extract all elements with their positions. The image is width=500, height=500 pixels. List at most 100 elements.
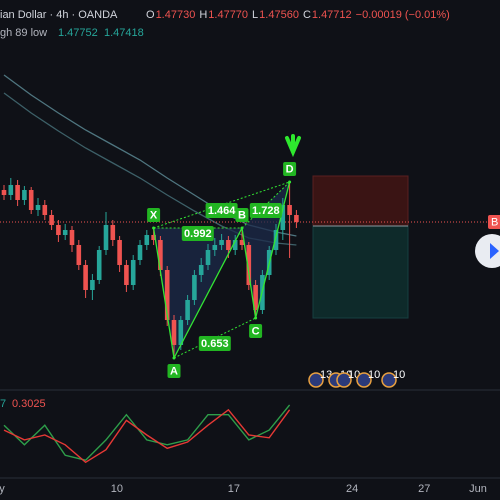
candle-body	[171, 320, 177, 345]
pattern-point	[288, 180, 292, 184]
arrow-down	[285, 134, 301, 158]
point-label-bg	[249, 324, 263, 338]
pattern-point	[172, 356, 176, 360]
x-tick-label: 24	[346, 483, 358, 495]
candle-body	[117, 240, 122, 265]
pattern-leg	[241, 227, 257, 319]
ohlc-value: 1.47770	[208, 9, 248, 21]
point-label: B	[238, 209, 246, 221]
ratio-label: 1.464	[208, 205, 236, 217]
candle-body	[28, 190, 34, 210]
ohlc-value: 1.47712	[312, 9, 352, 21]
ratio-label-bg	[181, 226, 214, 241]
candle-body	[83, 265, 88, 290]
play-button[interactable]	[475, 234, 500, 268]
candle-body	[287, 205, 292, 215]
symbol: ian Dollar · 4h · OANDA	[0, 9, 118, 21]
ohlc-value: 1.47730	[156, 9, 196, 21]
candle-body	[42, 205, 48, 215]
candle-body	[280, 205, 286, 230]
candle-body	[1, 190, 7, 195]
price-tag	[488, 215, 500, 229]
candle-body	[192, 275, 197, 300]
x-tick-label: 17	[228, 483, 240, 495]
candle-body	[144, 235, 150, 245]
point-label-bg	[235, 208, 249, 222]
event-circle	[381, 372, 397, 388]
candle-body	[158, 240, 163, 270]
candle-body	[137, 245, 143, 260]
ratio-label-bg	[249, 203, 282, 218]
candle-body	[22, 190, 27, 200]
x-tick-label: y	[0, 483, 5, 495]
candle-body	[8, 185, 14, 195]
event-badge[interactable]: 10	[356, 369, 380, 388]
point-label: D	[286, 163, 294, 175]
candle-body	[110, 225, 116, 240]
candle-body	[56, 225, 61, 235]
point-label-bg	[283, 162, 297, 176]
pattern-point	[240, 226, 244, 230]
x-tick-label: Jun	[469, 483, 487, 495]
point-label: C	[252, 325, 260, 337]
event-count: 10	[368, 369, 380, 381]
ratio-label: 0.653	[201, 338, 229, 350]
candle-body	[96, 250, 102, 280]
indicator-name: gh 89 low	[0, 27, 47, 39]
indicator-value: 1.47752	[58, 27, 98, 39]
event-circle	[308, 372, 324, 388]
ratio-label: 1.728	[252, 205, 280, 217]
candle-body	[62, 230, 68, 235]
candle-body	[49, 215, 54, 225]
ohlc-key: H	[199, 9, 207, 21]
candle-body	[239, 240, 245, 245]
indicator-value: 1.47418	[104, 27, 144, 39]
candle-body	[124, 265, 129, 285]
stop-zone	[312, 175, 409, 227]
point-label: X	[150, 209, 158, 221]
candle-body	[164, 270, 170, 320]
candle-body	[198, 265, 204, 275]
pattern-leg	[254, 181, 291, 319]
header: ian Dollar · 4h · OANDA O 1.47730 H 1.47770 L…	[0, 9, 450, 39]
x-tick-label: 27	[418, 483, 430, 495]
ohlc-value: 1.47560	[259, 9, 299, 21]
candle-body	[185, 300, 190, 320]
candle-body	[151, 235, 156, 240]
candle-body	[130, 260, 136, 285]
candle-body	[90, 280, 95, 290]
oscillator-legend: 7	[0, 398, 6, 410]
ohlc-key: C	[303, 9, 311, 21]
candle-body	[246, 245, 252, 285]
oscillator-line	[3, 404, 291, 461]
ratio-label: 0.992	[184, 228, 212, 240]
candle-body	[294, 215, 299, 222]
ratio-label-bg	[198, 336, 231, 351]
candle-body	[226, 240, 231, 250]
point-label-bg	[167, 364, 181, 378]
x-tick-label: 10	[111, 483, 123, 495]
pattern-point	[254, 316, 258, 320]
candle-body	[205, 250, 211, 265]
pattern-leg	[173, 227, 243, 359]
candle-body	[273, 230, 279, 250]
price-tag-label: B	[491, 216, 498, 228]
candle-body	[103, 225, 109, 250]
candle-body	[35, 205, 41, 210]
point-label: A	[170, 365, 178, 377]
candle-body	[212, 245, 218, 250]
oscillator-legend: 0.3025	[12, 398, 46, 410]
change: −0.00019 (−0.01%)	[356, 9, 450, 21]
event-circle	[336, 372, 352, 388]
candle-body	[253, 285, 258, 310]
pattern-point	[152, 226, 156, 230]
event-badge[interactable]: 10	[381, 369, 405, 388]
ratio-label-bg	[205, 203, 238, 218]
candle-body	[178, 320, 184, 345]
candle-body	[232, 240, 238, 250]
oscillator-line	[3, 408, 291, 464]
ohlc-key: O	[146, 9, 155, 21]
candle-body	[219, 240, 224, 245]
